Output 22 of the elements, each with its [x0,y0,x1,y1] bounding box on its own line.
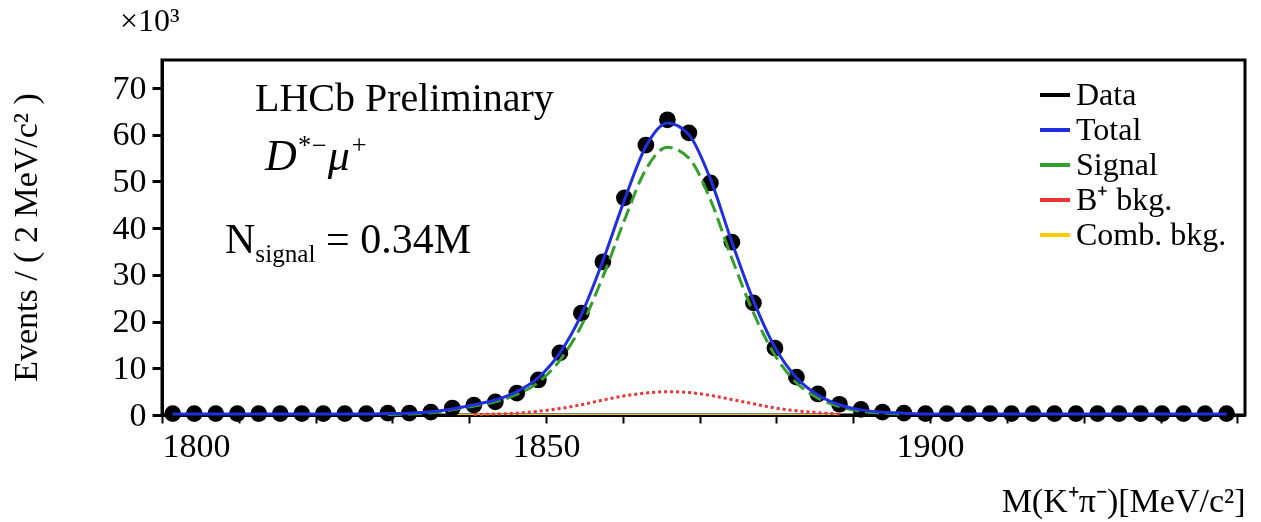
y-tick-label: 50 [112,161,147,199]
y-tick-label: 0 [129,395,147,433]
legend-label: Signal [1076,146,1158,182]
x-axis-title: M(K⁺π⁻)[MeV/c²] [1001,481,1246,520]
text: ×10³ [120,2,180,38]
legend-label: Total [1076,111,1142,147]
y-axis-title: Events / ( 2 MeV/c² ) [6,93,45,382]
legend-label: Comb. bkg. [1076,216,1227,252]
y-tick-label: 60 [112,115,147,153]
y-tick-label: 40 [112,208,147,246]
legend-label: Data [1076,76,1137,112]
y-tick-label: 30 [112,255,147,293]
y-tick-label: 20 [112,302,147,340]
annotation: D$^{*−}$μ$^{+}$ [265,130,368,180]
annotation: LHCb Preliminary [255,75,554,120]
legend-label: B⁺ bkg. [1076,181,1173,217]
annotation: N$_{signal}$ = 0.34M [225,216,472,268]
y-tick-label: 70 [112,68,147,106]
y-tick-label: 10 [112,348,147,386]
x-tick-label: 1900 [896,426,965,464]
x-tick-label: 1850 [512,426,581,464]
x-tick-label: 1800 [162,426,231,464]
